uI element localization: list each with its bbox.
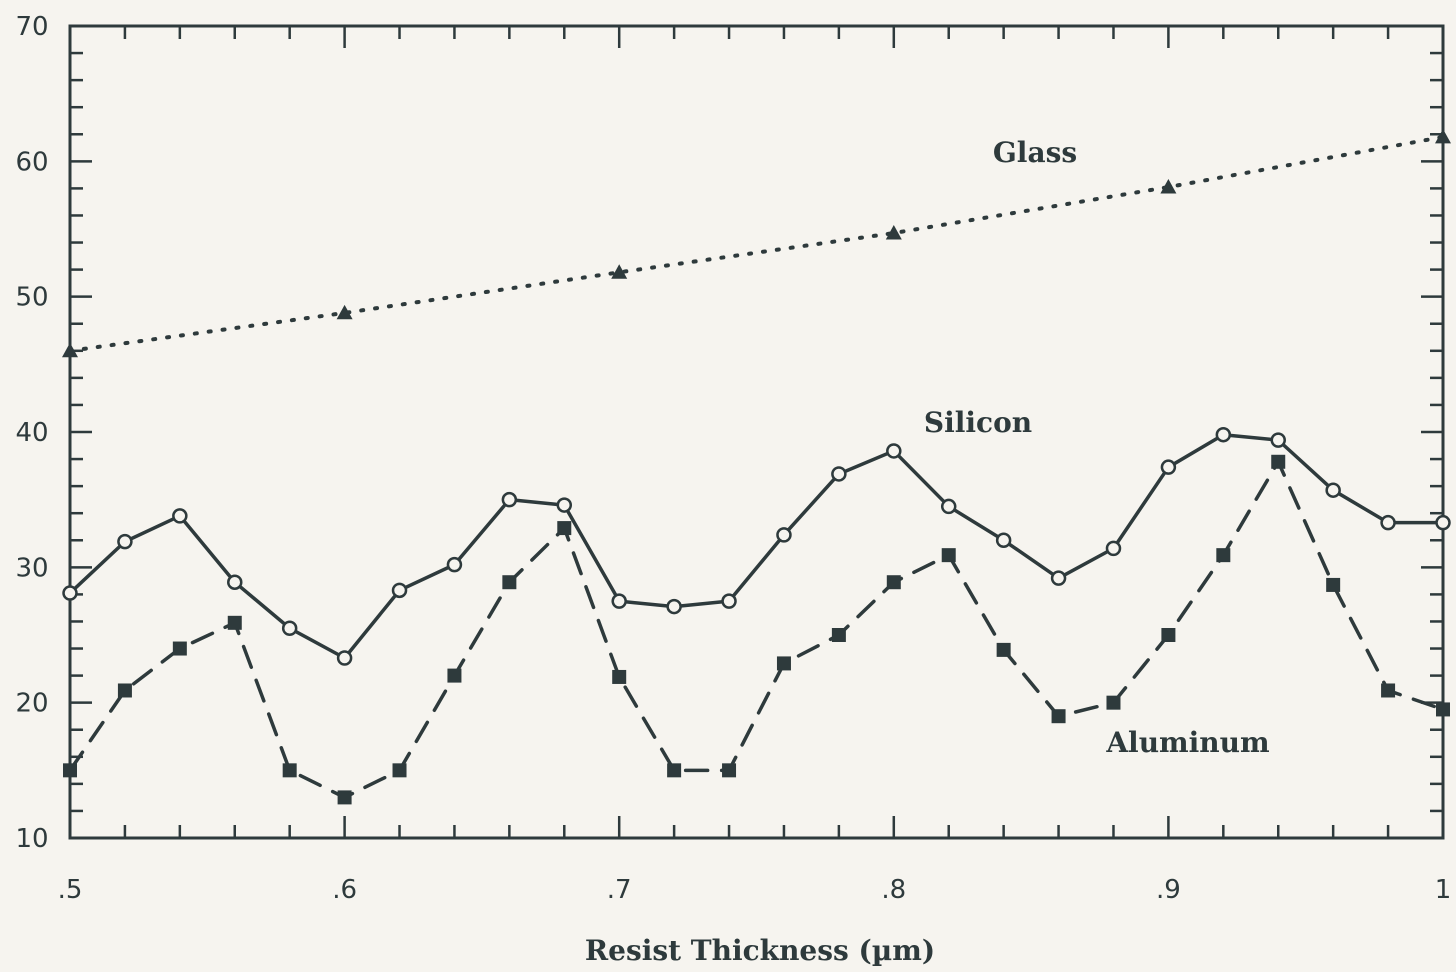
- aluminum-point: [1326, 577, 1341, 592]
- aluminum-point: [722, 763, 737, 778]
- silicon-point: [721, 593, 737, 609]
- glass-point: [1435, 128, 1451, 144]
- glass-point: [336, 304, 353, 320]
- silicon-line: [68, 432, 1445, 660]
- aluminum-point: [502, 575, 517, 590]
- aluminum-line: [68, 460, 1445, 800]
- aluminum-point: [941, 548, 956, 563]
- silicon-point: [391, 582, 408, 599]
- silicon-point: [940, 498, 957, 515]
- axis-tick-labels: .5 .6 .7 .8 .9 1 10 20 30 40 50 60 70: [15, 12, 1451, 905]
- glass-point: [62, 342, 78, 358]
- y-tick-label: 20: [15, 689, 48, 719]
- aluminum-point: [1216, 548, 1231, 563]
- silicon-point: [227, 574, 243, 590]
- silicon-point: [611, 593, 627, 609]
- silicon-point: [117, 533, 133, 550]
- y-tick-label: 60: [15, 147, 48, 177]
- aluminum-point: [1106, 695, 1121, 710]
- silicon-point: [1325, 482, 1341, 498]
- series-silicon: [62, 426, 1451, 666]
- silicon-point: [1435, 514, 1451, 531]
- x-tick-label: .8: [881, 875, 906, 905]
- aluminum-point: [1436, 702, 1450, 717]
- plot-frame: [68, 24, 1445, 840]
- y-tick-label: 50: [15, 283, 48, 313]
- aluminum-point: [1161, 628, 1176, 642]
- aluminum-point: [447, 668, 462, 683]
- silicon-point: [446, 556, 463, 573]
- y-tick-label: 10: [15, 824, 48, 854]
- aluminum-point: [172, 641, 187, 656]
- aluminum-point: [392, 763, 407, 778]
- silicon-point: [831, 466, 847, 482]
- silicon-point: [995, 532, 1012, 549]
- aluminum-point: [612, 669, 627, 684]
- y-tick-label: 30: [15, 553, 48, 583]
- silicon-point: [336, 650, 353, 666]
- aluminum-point: [1051, 709, 1066, 724]
- aluminum-point: [282, 763, 297, 778]
- silicon-point: [1160, 459, 1177, 475]
- silicon-point: [776, 527, 792, 543]
- x-axis-title: Resist Thickness (µm): [585, 934, 935, 967]
- series-label-silicon: Silicon: [924, 406, 1032, 439]
- aluminum-point: [337, 790, 352, 805]
- silicon-point: [501, 491, 518, 508]
- glass-line: [68, 134, 1445, 353]
- aluminum-point: [831, 628, 846, 642]
- silicon-point: [281, 620, 298, 636]
- x-tick-label: .5: [58, 875, 83, 905]
- aluminum-point: [63, 763, 77, 778]
- silicon-point: [556, 497, 573, 513]
- aluminum-point: [1271, 454, 1286, 469]
- silicon-point: [666, 598, 682, 615]
- x-tick-label: .7: [607, 875, 632, 905]
- aluminum-point: [227, 615, 242, 630]
- series-aluminum: [63, 454, 1450, 805]
- y-tick-label: 40: [15, 418, 48, 448]
- y-tick-label: 70: [15, 12, 48, 42]
- aluminum-point: [1381, 683, 1396, 698]
- series-glass: [62, 128, 1451, 358]
- aluminum-point: [996, 642, 1011, 657]
- series-layer: [62, 128, 1451, 805]
- aluminum-point: [886, 575, 901, 590]
- series-labels: Glass Silicon Aluminum: [924, 136, 1270, 759]
- glass-point: [885, 225, 902, 240]
- silicon-point: [62, 585, 78, 601]
- aluminum-point: [776, 656, 791, 671]
- aluminum-point: [667, 763, 682, 778]
- x-tick-label: .9: [1156, 875, 1181, 905]
- silicon-point: [1380, 514, 1396, 531]
- x-tick-label: .6: [332, 875, 357, 905]
- silicon-point: [1050, 570, 1067, 586]
- glass-point: [611, 264, 628, 279]
- series-label-glass: Glass: [993, 136, 1077, 169]
- silicon-point: [1105, 540, 1122, 557]
- aluminum-point: [117, 683, 132, 698]
- silicon-point: [172, 508, 188, 524]
- axis-ticks: [68, 24, 1445, 840]
- series-label-aluminum: Aluminum: [1105, 726, 1269, 759]
- silicon-point: [886, 443, 902, 459]
- aluminum-point: [557, 521, 572, 536]
- glass-point: [1160, 179, 1177, 194]
- silicon-point: [1270, 432, 1286, 448]
- silicon-point: [1215, 426, 1232, 443]
- x-tick-label: 1: [1435, 875, 1452, 905]
